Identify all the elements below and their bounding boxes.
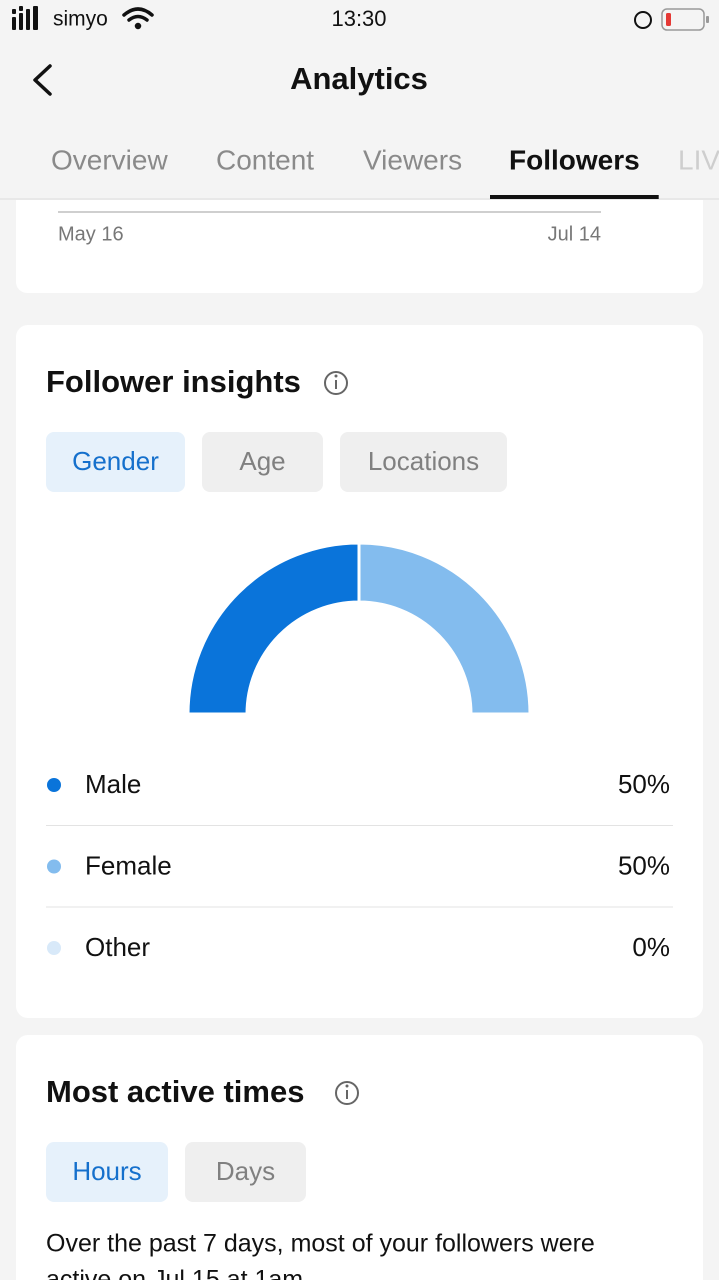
summary-line: Over the past 7 days, most of your follo… <box>46 1230 595 1258</box>
tab-underline <box>490 195 659 199</box>
tab[interactable]: LIVE <box>678 144 719 175</box>
legend-dot <box>47 778 61 792</box>
clock: 13:30 <box>331 6 386 31</box>
donut-segment <box>357 541 532 716</box>
battery-icon <box>661 8 705 31</box>
info-icon[interactable] <box>324 371 348 395</box>
trend-end-label: Jul 14 <box>548 223 601 245</box>
tab[interactable]: Overview <box>51 144 168 175</box>
legend-dot <box>47 941 61 955</box>
filter-label[interactable]: Hours <box>72 1156 141 1186</box>
filter-label[interactable]: Gender <box>72 446 159 476</box>
active-times-title: Most active times <box>46 1074 304 1109</box>
battery-level <box>666 13 671 26</box>
filter-button[interactable] <box>202 432 323 492</box>
legend-label: Female <box>85 850 172 880</box>
insights-card <box>16 325 703 1018</box>
legend-label: Male <box>85 769 141 799</box>
filter-button[interactable] <box>340 432 507 492</box>
info-icon[interactable] <box>335 1081 359 1105</box>
battery-tip <box>706 16 709 23</box>
tab[interactable]: Content <box>216 144 314 175</box>
rotation-lock-icon <box>634 11 652 29</box>
legend-dot <box>47 859 61 874</box>
filter-button[interactable] <box>185 1142 306 1202</box>
donut-segment <box>186 541 361 716</box>
filter-label[interactable]: Days <box>216 1156 275 1186</box>
filter-label[interactable]: Age <box>239 446 285 476</box>
trend-start-label: May 16 <box>58 223 124 245</box>
legend: Male 50% Female 50% Other 0% <box>46 769 673 962</box>
back-button[interactable] <box>33 64 52 96</box>
legend-value: 50% <box>618 850 670 880</box>
tab[interactable]: Followers <box>509 144 640 175</box>
carrier: simyo <box>53 8 108 31</box>
trend-card <box>16 200 703 293</box>
insights-title: Follower insights <box>46 364 301 399</box>
donut-chart <box>186 541 532 716</box>
filter-group: Hours Days <box>46 1142 306 1202</box>
signal-icon <box>12 6 38 30</box>
legend-value: 0% <box>632 932 670 962</box>
tab-bar: Overview Content Viewers Followers LIVE <box>51 144 719 199</box>
filter-label[interactable]: Locations <box>368 446 479 476</box>
active-times-card <box>16 1035 703 1280</box>
filter-button[interactable] <box>46 432 185 492</box>
filter-group: Gender Age Locations <box>46 432 507 492</box>
legend-label: Other <box>85 932 150 962</box>
summary-line: active on Jul 15 at 1am. <box>46 1266 310 1280</box>
wifi-icon <box>122 7 154 30</box>
filter-button[interactable] <box>46 1142 168 1202</box>
header-title: Analytics <box>290 61 428 96</box>
tab[interactable]: Viewers <box>363 144 462 175</box>
legend-value: 50% <box>618 769 670 799</box>
